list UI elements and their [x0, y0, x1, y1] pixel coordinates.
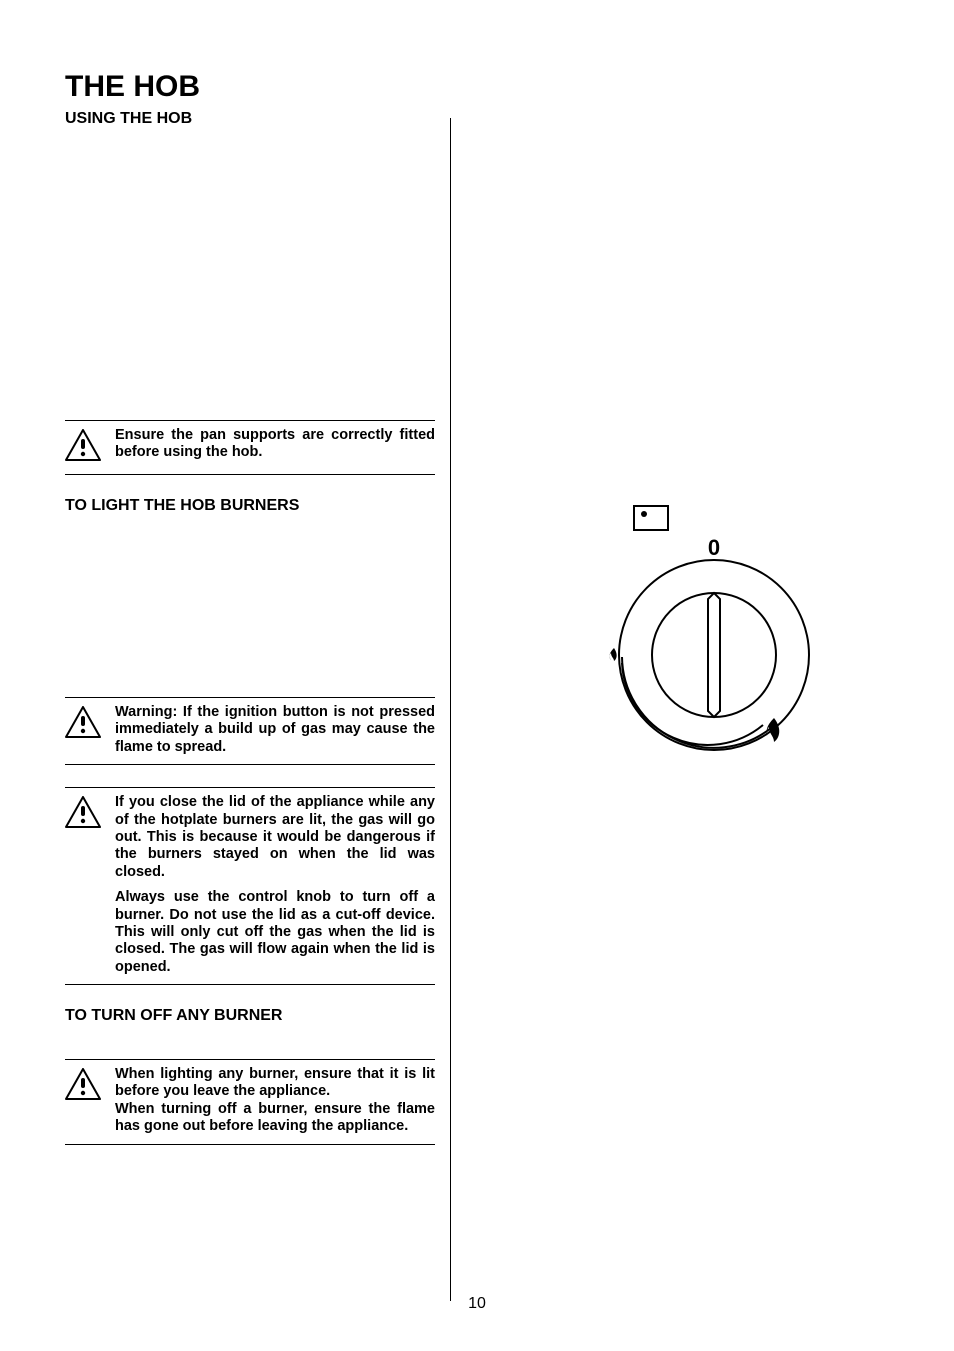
control-knob-diagram: 0	[564, 500, 864, 780]
warning-block-3: If you close the lid of the appliance wh…	[65, 787, 435, 985]
left-column: Ensure the pan supports are correctly fi…	[65, 140, 435, 1145]
warning-text-3b: Always use the control knob to turn off …	[115, 889, 435, 976]
column-divider	[450, 118, 451, 1301]
warning-text-4: When lighting any burner, ensure that it…	[115, 1066, 435, 1136]
warning-icon	[65, 427, 105, 466]
warning-block-2: Warning: If the ignition button is not p…	[65, 697, 435, 765]
warning-text-1: Ensure the pan supports are correctly fi…	[115, 427, 435, 462]
warning-text-3: If you close the lid of the appliance wh…	[115, 794, 435, 976]
section-heading-2: TO TURN OFF ANY BURNER	[65, 1007, 435, 1025]
page-number: 10	[0, 1295, 954, 1313]
page-subtitle: USING THE HOB	[65, 110, 894, 128]
knob-off-label: 0	[708, 535, 720, 560]
warning-text-3a: If you close the lid of the appliance wh…	[115, 794, 435, 881]
warning-text-4a: When lighting any burner, ensure that it…	[115, 1066, 435, 1101]
warning-text-2: Warning: If the ignition button is not p…	[115, 704, 435, 756]
page-title: THE HOB	[65, 70, 894, 104]
warning-icon	[65, 1066, 105, 1105]
warning-block-4: When lighting any burner, ensure that it…	[65, 1059, 435, 1145]
warning-text-4b: When turning off a burner, ensure the fl…	[115, 1101, 435, 1136]
warning-block-1: Ensure the pan supports are correctly fi…	[65, 420, 435, 475]
warning-icon	[65, 794, 105, 833]
warning-icon	[65, 704, 105, 743]
section-heading-1: TO LIGHT THE HOB BURNERS	[65, 497, 435, 515]
right-column: 0	[475, 140, 894, 1145]
